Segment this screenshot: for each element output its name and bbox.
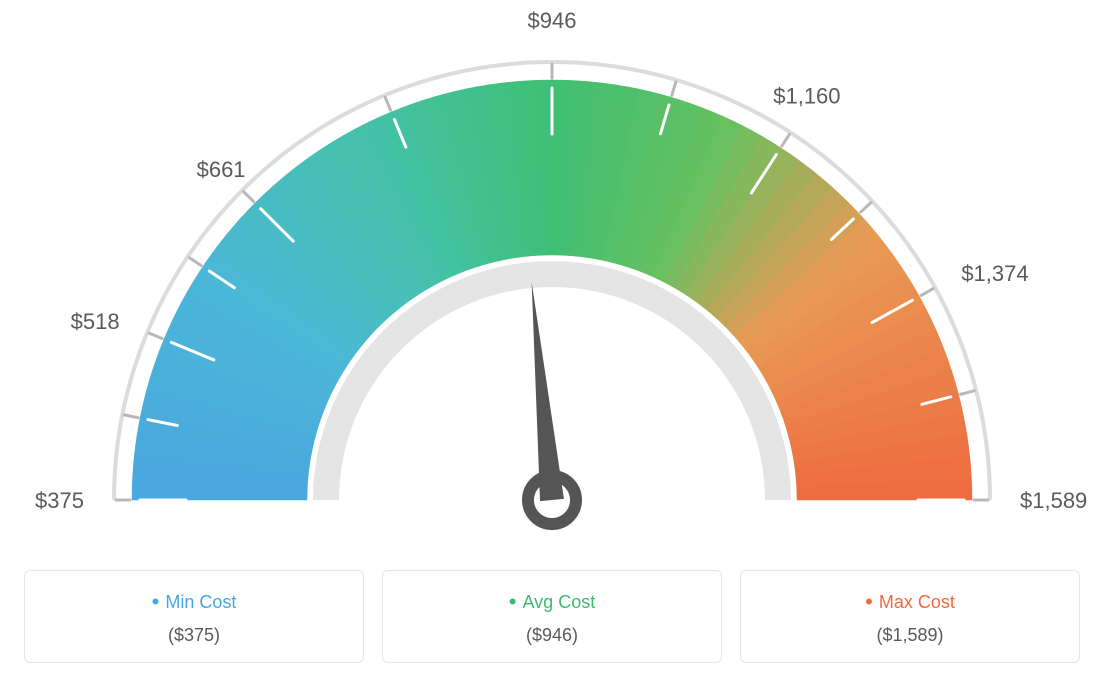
svg-text:$1,160: $1,160 — [773, 84, 840, 109]
max-cost-label: Max Cost — [751, 589, 1069, 615]
svg-text:$1,374: $1,374 — [961, 261, 1028, 286]
summary-cards: Min Cost ($375) Avg Cost ($946) Max Cost… — [0, 570, 1104, 663]
min-cost-value: ($375) — [35, 625, 353, 646]
min-cost-label: Min Cost — [35, 589, 353, 615]
min-cost-card: Min Cost ($375) — [24, 570, 364, 663]
max-cost-card: Max Cost ($1,589) — [740, 570, 1080, 663]
gauge-needle — [532, 282, 564, 501]
svg-text:$375: $375 — [35, 488, 84, 513]
avg-cost-card: Avg Cost ($946) — [382, 570, 722, 663]
avg-cost-value: ($946) — [393, 625, 711, 646]
avg-cost-label: Avg Cost — [393, 589, 711, 615]
gauge-chart: $375 $518 $661 $946 $1,160 $1,374 $1,589 — [0, 0, 1104, 560]
svg-text:$1,589: $1,589 — [1020, 488, 1087, 513]
max-cost-value: ($1,589) — [751, 625, 1069, 646]
svg-text:$661: $661 — [197, 157, 246, 182]
svg-text:$946: $946 — [528, 8, 577, 33]
gauge-svg: $375 $518 $661 $946 $1,160 $1,374 $1,589 — [0, 0, 1104, 560]
svg-text:$518: $518 — [71, 309, 120, 334]
